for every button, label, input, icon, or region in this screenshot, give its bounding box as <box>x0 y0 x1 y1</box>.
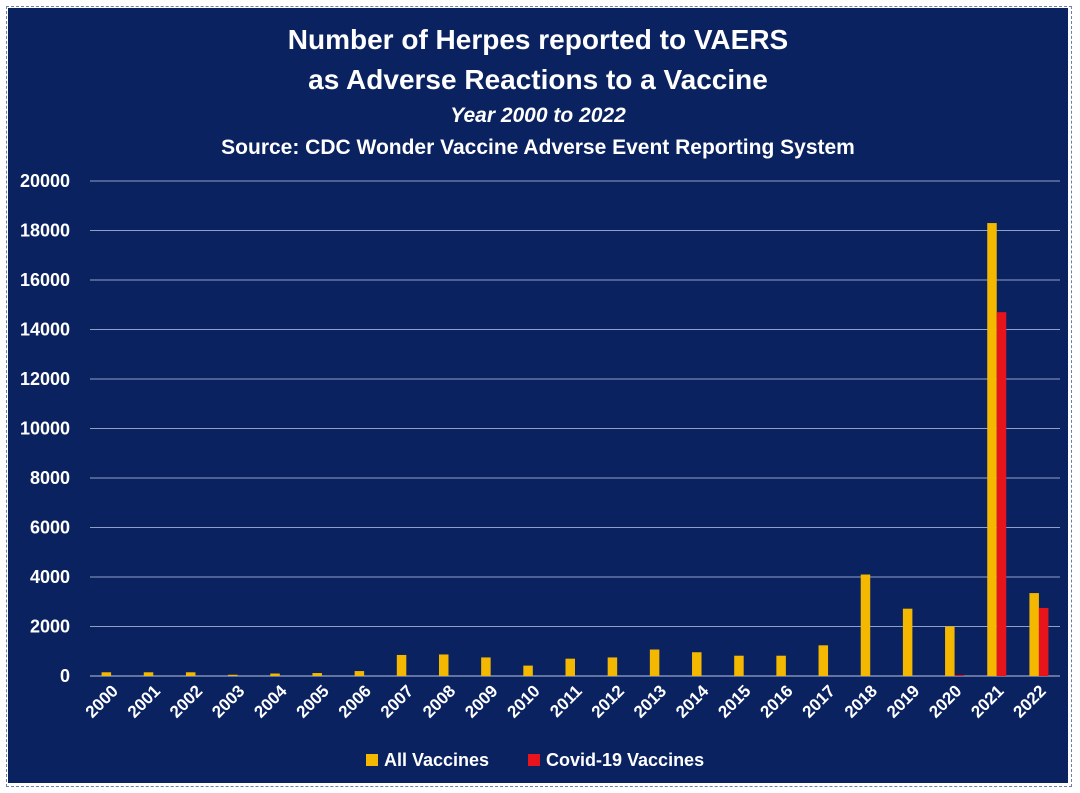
x-tick-label: 2009 <box>461 681 501 721</box>
bar-all-vaccines <box>649 649 660 676</box>
x-tick-label: 2014 <box>672 681 713 722</box>
x-tick-label: 2005 <box>293 681 333 721</box>
bar-all-vaccines <box>734 655 744 676</box>
x-tick-label: 2006 <box>335 681 375 721</box>
x-tick-label: 2008 <box>419 681 459 721</box>
x-tick-label: 2020 <box>925 681 965 721</box>
x-tick-label: 2004 <box>250 681 291 722</box>
chart-panel: Number of Herpes reported to VAERS as Ad… <box>8 8 1068 783</box>
bar-all-vaccines <box>312 673 322 676</box>
x-tick-label: 2001 <box>124 681 164 721</box>
x-tick-label: 2017 <box>799 681 839 721</box>
y-tick-label: 20000 <box>20 171 70 191</box>
y-tick-label: 10000 <box>20 419 70 439</box>
x-tick-label: 2019 <box>883 681 923 721</box>
x-tick-label: 2010 <box>503 681 543 721</box>
x-tick-label: 2003 <box>208 681 248 721</box>
y-tick-label: 4000 <box>30 567 70 587</box>
bar-covid-vaccines <box>954 675 965 676</box>
x-tick-label: 2012 <box>588 681 628 721</box>
y-tick-label: 0 <box>60 666 70 686</box>
bar-all-vaccines <box>523 665 533 676</box>
bar-all-vaccines <box>607 657 618 676</box>
bar-all-vaccines <box>396 654 407 676</box>
bar-all-vaccines <box>860 574 871 676</box>
chart-subtitle: Year 2000 to 2022 <box>450 104 626 127</box>
y-tick-label: 2000 <box>30 617 70 637</box>
legend-label-all-vaccines: All Vaccines <box>384 750 489 770</box>
chart-title: Number of Herpes reported to VAERS <box>287 24 789 55</box>
bar-all-vaccines <box>902 608 913 676</box>
chart-title-line2: as Adverse Reactions to a Vaccine <box>308 64 768 95</box>
x-tick-label: 2002 <box>166 681 206 721</box>
y-tick-label: 16000 <box>20 270 70 290</box>
bar-all-vaccines <box>481 657 491 676</box>
y-tick-label: 6000 <box>30 518 70 538</box>
y-tick-label: 14000 <box>20 320 70 340</box>
x-tick-label: 2000 <box>82 681 122 721</box>
bar-all-vaccines <box>228 674 238 676</box>
bar-all-vaccines <box>270 673 280 676</box>
x-tick-label: 2022 <box>1010 681 1050 721</box>
bar-covid-vaccines <box>996 312 1007 676</box>
x-tick-label: 2011 <box>546 681 586 721</box>
x-tick-label: 2013 <box>630 681 670 721</box>
legend-swatch-all-vaccines <box>366 754 378 766</box>
x-tick-label: 2007 <box>377 681 417 721</box>
bar-all-vaccines <box>692 652 702 676</box>
bar-all-vaccines <box>101 672 112 676</box>
legend-label-covid-vaccines: Covid-19 Vaccines <box>546 750 704 770</box>
bar-all-vaccines <box>354 671 365 676</box>
bar-covid-vaccines <box>1038 607 1049 676</box>
bar-all-vaccines <box>565 658 575 676</box>
x-tick-label: 2016 <box>757 681 797 721</box>
y-tick-label: 18000 <box>20 221 70 241</box>
x-tick-label: 2018 <box>841 681 881 721</box>
chart-source: Source: CDC Wonder Vaccine Adverse Event… <box>221 136 855 159</box>
y-tick-label: 12000 <box>20 369 70 389</box>
bar-all-vaccines <box>143 672 154 676</box>
x-tick-label: 2021 <box>967 681 1007 721</box>
x-tick-label: 2015 <box>714 681 754 721</box>
bar-all-vaccines <box>438 654 449 676</box>
bar-all-vaccines <box>185 672 196 676</box>
y-tick-label: 8000 <box>30 468 70 488</box>
bar-all-vaccines <box>818 645 829 676</box>
bar-all-vaccines <box>945 626 955 676</box>
bar-all-vaccines <box>1029 593 1039 676</box>
bar-all-vaccines <box>987 223 997 676</box>
bar-all-vaccines <box>776 655 786 676</box>
legend-swatch-covid-vaccines <box>528 754 540 766</box>
